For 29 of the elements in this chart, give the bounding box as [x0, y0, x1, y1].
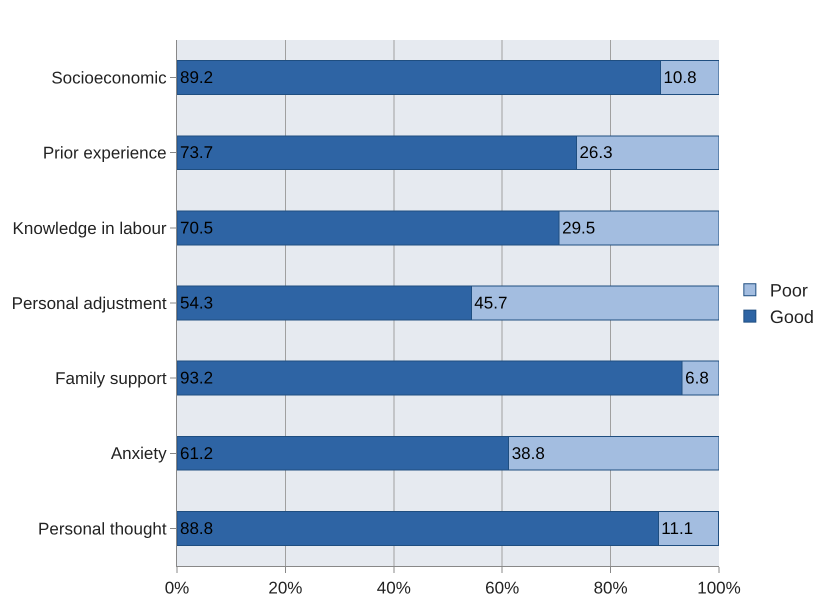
legend-label: Good — [770, 307, 814, 328]
data-label: 54.3 — [180, 294, 214, 312]
data-label: 61.2 — [180, 444, 214, 463]
data-label: 88.8 — [180, 518, 214, 538]
x-tick-label: 100% — [697, 578, 741, 598]
y-tick-label: Prior experience — [42, 144, 167, 163]
data-label: 73.7 — [180, 143, 214, 162]
data-label: 89.2 — [180, 68, 214, 88]
data-label: 38.8 — [512, 444, 545, 463]
data-label: 10.8 — [663, 68, 697, 88]
x-tick-label: 80% — [594, 578, 628, 598]
y-tick-label: Socioeconomic — [51, 68, 168, 88]
legend-label: Poor — [770, 280, 808, 301]
y-tick-label: Personal adjustment — [12, 294, 167, 313]
data-label: 6.8 — [685, 368, 709, 388]
data-label: 29.5 — [562, 218, 596, 238]
x-tick-label: 20% — [268, 578, 302, 598]
data-label: 70.5 — [180, 218, 214, 238]
data-label: 93.2 — [180, 368, 214, 388]
x-tick-label: 40% — [376, 578, 411, 598]
x-tick-label: 60% — [485, 578, 520, 598]
x-tick-label: 0% — [164, 578, 190, 598]
data-label: 26.3 — [579, 143, 613, 162]
y-tick-label: Family support — [55, 369, 167, 388]
y-tick-label: Anxiety — [110, 444, 168, 464]
y-tick-label: Knowledge in labour — [12, 218, 167, 238]
data-label: 11.1 — [661, 518, 694, 538]
data-label: 45.7 — [474, 294, 508, 312]
y-tick-label: Personal thought — [38, 519, 167, 538]
